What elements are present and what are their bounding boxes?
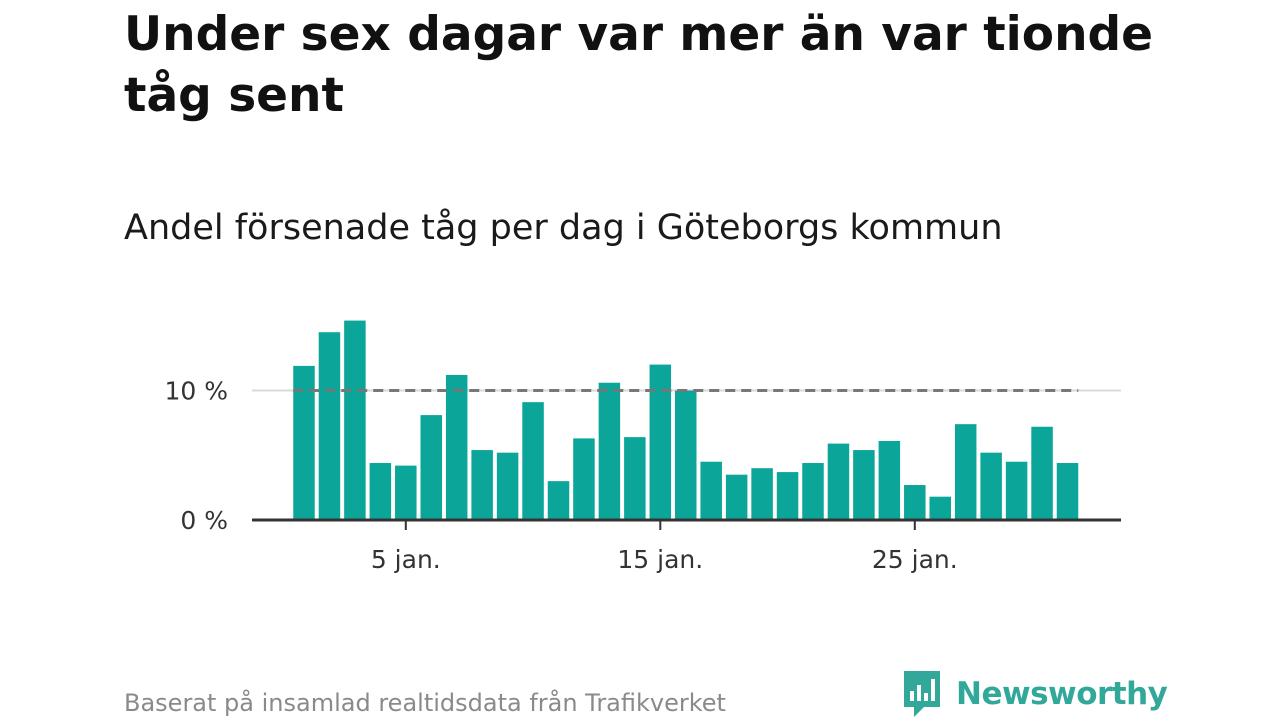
- bar-day-6: [420, 415, 442, 520]
- newsworthy-logo-icon: [904, 671, 940, 717]
- bar-day-30: [1031, 426, 1053, 520]
- x-tick-label-5: 5 jan.: [371, 545, 441, 574]
- x-tick-label-15: 15 jan.: [617, 545, 703, 574]
- newsworthy-logo[interactable]: Newsworthy: [902, 669, 1168, 719]
- newsworthy-logo-text: Newsworthy: [956, 676, 1168, 712]
- bar-day-28: [980, 452, 1002, 520]
- bars-layer: [293, 320, 1079, 520]
- bar-day-1: [293, 365, 315, 520]
- bar-day-26: [929, 496, 951, 520]
- bar-day-25: [904, 485, 926, 520]
- bar-day-21: [802, 463, 824, 520]
- bar-day-10: [522, 402, 544, 520]
- chart-title: Under sex dagar var mer än var tionde tå…: [124, 7, 1154, 123]
- bar-day-31: [1056, 463, 1079, 520]
- bar-day-27: [954, 424, 977, 520]
- bar-day-14: [624, 437, 646, 520]
- x-tick-label-25: 25 jan.: [872, 545, 958, 574]
- bar-day-11: [547, 481, 570, 520]
- y-tick-label-10: 10 %: [164, 377, 228, 406]
- y-tick-label-0: 0 %: [180, 506, 228, 535]
- bar-day-7: [445, 374, 468, 520]
- bar-day-5: [395, 465, 417, 520]
- bar-day-3: [344, 320, 366, 520]
- bar-day-22: [827, 443, 850, 520]
- bar-day-23: [853, 450, 875, 520]
- axis-layer: 0 % 10 % 5 jan. 15 jan. 25 jan.: [164, 377, 1121, 574]
- bar-day-19: [751, 468, 773, 520]
- bar-day-16: [675, 390, 697, 520]
- source-note: Baserat på insamlad realtidsdata från Tr…: [124, 689, 726, 717]
- bar-day-29: [1005, 461, 1028, 520]
- bar-day-20: [776, 472, 799, 520]
- bar-day-12: [573, 438, 595, 520]
- bar-day-4: [369, 463, 392, 520]
- chart-subtitle: Andel försenade tåg per dag i Göteborgs …: [124, 208, 1003, 248]
- bar-day-13: [598, 382, 621, 520]
- bar-day-8: [471, 450, 493, 520]
- bar-day-24: [878, 441, 901, 520]
- bar-day-15: [649, 364, 672, 520]
- bar-day-9: [496, 452, 519, 520]
- bar-day-2: [318, 332, 341, 520]
- bar-day-18: [725, 474, 748, 520]
- bar-day-17: [700, 461, 722, 520]
